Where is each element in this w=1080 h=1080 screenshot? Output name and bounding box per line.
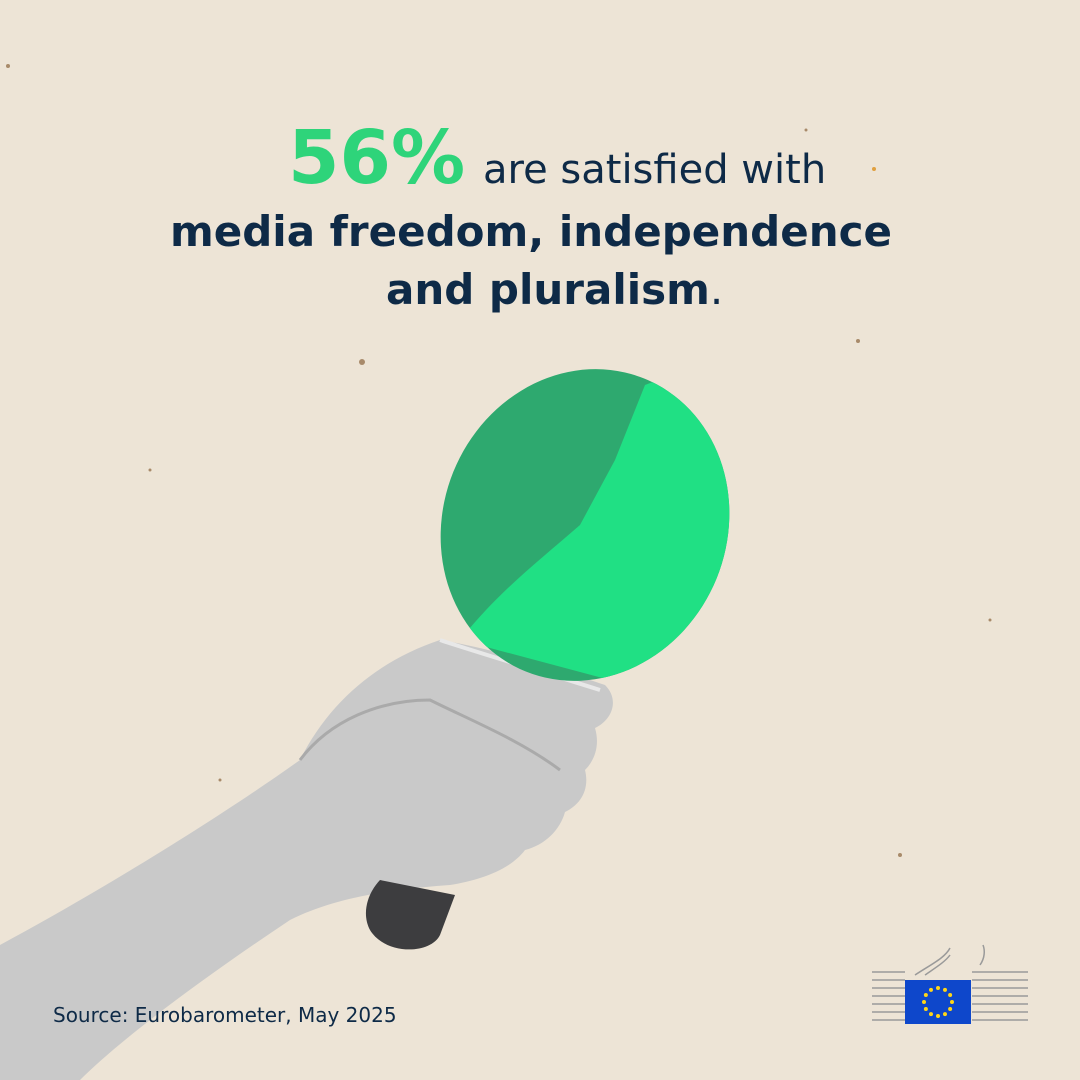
headline-text: media freedom, independence	[170, 207, 892, 256]
headline-period: .	[710, 265, 723, 314]
paper-specks	[6, 64, 992, 857]
eu-star	[943, 1012, 947, 1017]
eu-star	[929, 1012, 933, 1017]
headline-text: and pluralism.	[386, 265, 723, 314]
headline-emphasis: and pluralism	[386, 265, 710, 314]
hand-highlight	[439, 638, 601, 692]
headline-stat: 56%	[288, 115, 465, 201]
eu-star	[948, 1007, 953, 1011]
eu-star	[929, 987, 933, 992]
mic-head-light	[460, 340, 760, 720]
eu-star	[948, 993, 953, 997]
mic-handle	[365, 880, 455, 950]
eu-star	[943, 987, 947, 992]
eu-logo	[872, 944, 1028, 1024]
eu-star	[936, 1014, 940, 1018]
eu-star	[922, 1000, 926, 1004]
eu-star	[936, 986, 940, 990]
eu-star	[923, 993, 928, 997]
eu-star	[923, 1007, 928, 1011]
source: Source: Eurobarometer, May 2025	[53, 1003, 397, 1027]
hand-shading	[298, 698, 561, 772]
hand	[0, 640, 613, 1080]
eu-star	[950, 1000, 954, 1004]
headline-text: are satisfied with	[483, 147, 826, 193]
